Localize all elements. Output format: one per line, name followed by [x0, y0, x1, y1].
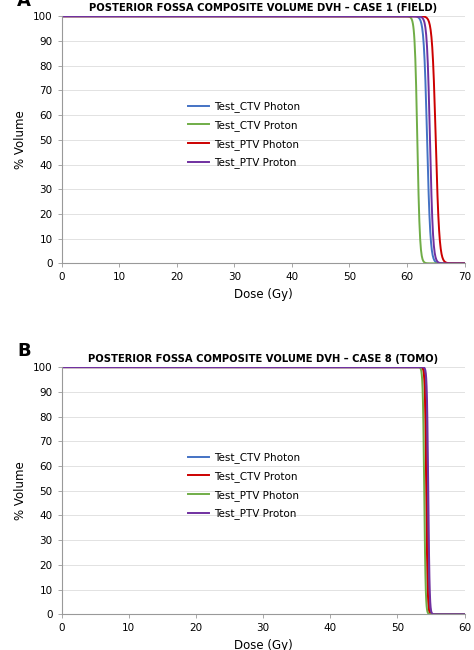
Test_CTV Photon [336, 12, 341, 20]
Test_CTV Photon [236, 12, 242, 20]
Test_PTV Proton [380, 12, 386, 20]
X-axis label: Dose (Gy): Dose (Gy) [234, 288, 292, 301]
Line: Test_PTV Photon: Test_PTV Photon [62, 16, 465, 263]
Test_CTV Photon [373, 363, 379, 371]
Test_CTV Proton [336, 363, 341, 371]
Test_CTV Proton [222, 12, 228, 20]
Test_PTV Photon [236, 12, 242, 20]
Test_PTV Proton [59, 363, 64, 371]
Test_PTV Photon [380, 363, 386, 371]
Y-axis label: % Volume: % Volume [14, 111, 27, 169]
Title: POSTERIOR FOSSA COMPOSITE VOLUME DVH – CASE 1 (FIELD): POSTERIOR FOSSA COMPOSITE VOLUME DVH – C… [89, 3, 437, 13]
Test_CTV Proton [59, 12, 64, 20]
Test_CTV Proton [236, 363, 242, 371]
Test_CTV Proton [380, 363, 386, 371]
Test_CTV Photon [236, 363, 242, 371]
Line: Test_PTV Proton: Test_PTV Proton [62, 16, 465, 263]
Test_PTV Photon [380, 12, 386, 20]
Test_CTV Proton [373, 363, 379, 371]
Test_PTV Proton [373, 363, 379, 371]
Test_CTV Photon [380, 363, 386, 371]
Test_CTV Proton [222, 363, 228, 371]
Test_PTV Photon [462, 610, 467, 618]
Test_CTV Proton [59, 363, 64, 371]
Line: Test_CTV Proton: Test_CTV Proton [62, 367, 465, 614]
Test_PTV Proton [373, 12, 379, 20]
Test_CTV Photon [462, 610, 467, 618]
Test_PTV Photon [222, 12, 228, 20]
Test_PTV Photon [222, 363, 228, 371]
Test_CTV Photon [222, 363, 228, 371]
Test_CTV Proton [100, 363, 106, 371]
Test_PTV Photon [100, 363, 106, 371]
Test_PTV Proton [100, 363, 106, 371]
Test_CTV Proton [380, 12, 386, 20]
Test_CTV Photon [373, 12, 379, 20]
Line: Test_PTV Proton: Test_PTV Proton [62, 367, 465, 614]
Test_CTV Photon [59, 363, 64, 371]
Test_CTV Photon [462, 259, 467, 267]
Text: A: A [18, 0, 31, 10]
Line: Test_CTV Photon: Test_CTV Photon [62, 367, 465, 614]
Test_PTV Proton [100, 12, 106, 20]
X-axis label: Dose (Gy): Dose (Gy) [234, 639, 292, 650]
Test_PTV Photon [336, 363, 341, 371]
Test_CTV Proton [336, 12, 341, 20]
Test_PTV Proton [59, 12, 64, 20]
Test_PTV Proton [236, 363, 242, 371]
Line: Test_PTV Photon: Test_PTV Photon [62, 367, 465, 614]
Test_CTV Proton [236, 12, 242, 20]
Test_PTV Proton [336, 363, 341, 371]
Test_PTV Photon [59, 12, 64, 20]
Test_CTV Proton [462, 610, 467, 618]
Test_PTV Photon [59, 363, 64, 371]
Test_CTV Proton [462, 259, 467, 267]
Test_CTV Photon [222, 12, 228, 20]
Test_PTV Proton [336, 12, 341, 20]
Test_PTV Proton [222, 12, 228, 20]
Legend: Test_CTV Photon, Test_CTV Proton, Test_PTV Photon, Test_PTV Proton: Test_CTV Photon, Test_CTV Proton, Test_P… [188, 452, 300, 519]
Text: B: B [18, 343, 31, 361]
Test_PTV Photon [236, 363, 242, 371]
Line: Test_CTV Photon: Test_CTV Photon [62, 16, 465, 263]
Legend: Test_CTV Photon, Test_CTV Proton, Test_PTV Photon, Test_PTV Proton: Test_CTV Photon, Test_CTV Proton, Test_P… [188, 101, 300, 168]
Y-axis label: % Volume: % Volume [14, 462, 27, 520]
Test_PTV Photon [462, 259, 467, 267]
Test_PTV Proton [462, 259, 467, 267]
Line: Test_CTV Proton: Test_CTV Proton [62, 16, 465, 263]
Test_PTV Proton [462, 610, 467, 618]
Test_PTV Photon [100, 12, 106, 20]
Title: POSTERIOR FOSSA COMPOSITE VOLUME DVH – CASE 8 (TOMO): POSTERIOR FOSSA COMPOSITE VOLUME DVH – C… [88, 354, 438, 363]
Test_CTV Photon [100, 12, 106, 20]
Test_PTV Photon [373, 363, 379, 371]
Test_CTV Photon [100, 363, 106, 371]
Test_PTV Proton [222, 363, 228, 371]
Test_CTV Photon [380, 12, 386, 20]
Test_CTV Photon [59, 12, 64, 20]
Test_PTV Photon [336, 12, 341, 20]
Test_PTV Proton [380, 363, 386, 371]
Test_CTV Proton [373, 12, 379, 20]
Test_CTV Photon [336, 363, 341, 371]
Test_CTV Proton [100, 12, 106, 20]
Test_PTV Photon [373, 12, 379, 20]
Test_PTV Proton [236, 12, 242, 20]
